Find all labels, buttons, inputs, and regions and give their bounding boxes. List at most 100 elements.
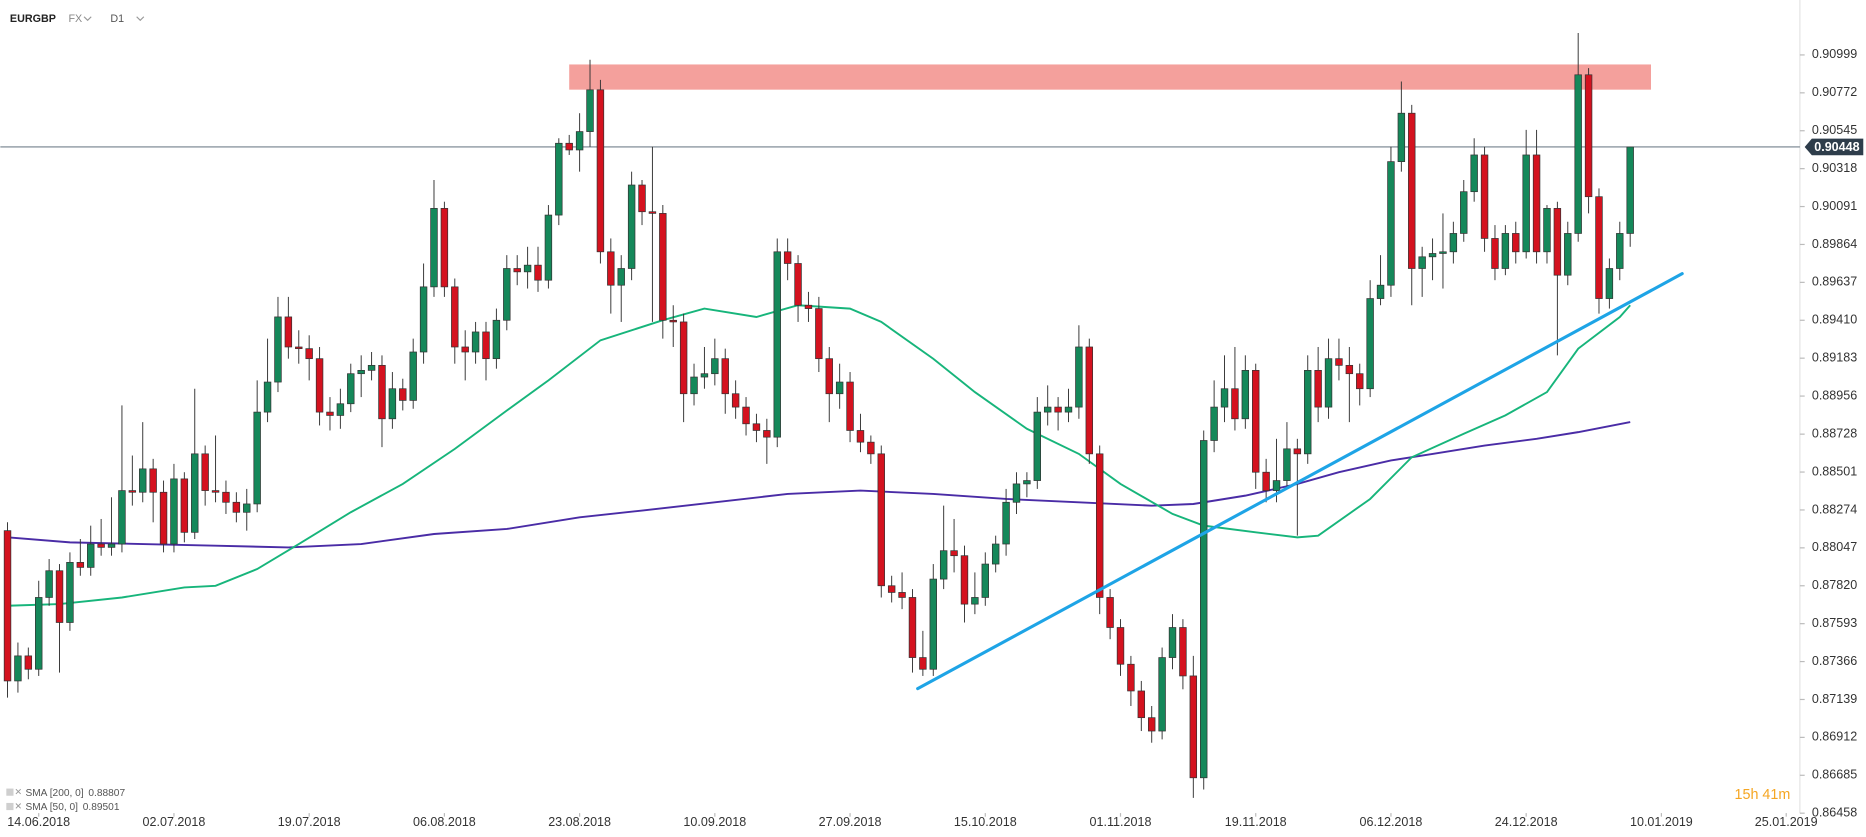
x-tick-label: 23.08.2018 (548, 815, 611, 829)
legend-name: SMA [200, 0] (25, 787, 83, 798)
candle-body (45, 570, 53, 598)
candle-body (971, 597, 979, 605)
symbol[interactable]: EURGBP (10, 13, 56, 25)
candle-body (399, 388, 407, 401)
candle-body (856, 430, 865, 443)
y-tick-label: 0.88728 (1812, 426, 1857, 440)
candle-body (97, 543, 105, 548)
candle-body (1168, 627, 1177, 658)
y-tick-label: 0.90318 (1812, 161, 1857, 175)
legend-name: SMA [50, 0] (25, 802, 78, 813)
candle-body (544, 214, 553, 281)
sma-line (7, 304, 1631, 607)
candle-body (825, 358, 833, 395)
candle-body (243, 503, 251, 513)
legend-close (15, 788, 22, 795)
legend-value: 0.88807 (88, 787, 125, 798)
market[interactable]: FX (68, 13, 82, 25)
candle-body (3, 530, 12, 682)
y-tick-label: 0.86685 (1812, 768, 1857, 782)
candle-body (139, 468, 147, 493)
legend-text: SMA [200, 0] 0.88807 (25, 787, 125, 798)
candle-body (128, 490, 137, 493)
candle-body (191, 453, 199, 533)
y-tick-label: 0.89410 (1812, 313, 1857, 327)
candle-body (627, 184, 636, 269)
candle-body (367, 364, 376, 371)
candle-body (1283, 448, 1291, 481)
candle-body (336, 403, 345, 416)
candle-body (596, 89, 605, 253)
candle-body (1449, 233, 1458, 253)
x-tick-label: 06.08.2018 (413, 815, 476, 829)
candle-body (1241, 370, 1250, 420)
candle-body (1106, 597, 1114, 628)
candle-body (877, 453, 885, 587)
candle-body (55, 570, 64, 623)
candle-body (253, 411, 261, 505)
candle-body (1179, 627, 1187, 677)
candle-body (180, 478, 189, 533)
candle-body (1564, 233, 1572, 276)
y-tick-label: 0.89637 (1812, 275, 1857, 289)
candle-body (1522, 154, 1530, 253)
candle-body (804, 304, 813, 309)
candle-body (1408, 112, 1416, 269)
candle-body (222, 491, 230, 503)
plot-area: 0.90999 0.90772 0.90545 0.90318 0.90091 0.898… (0, 33, 1864, 829)
candle-body (1023, 480, 1031, 485)
candle-body (981, 563, 989, 598)
y-tick-label: 0.87139 (1812, 692, 1857, 706)
candle-body (1148, 717, 1156, 732)
candle-body (1595, 196, 1603, 299)
candle-body (1335, 358, 1343, 366)
candle-body (659, 213, 667, 321)
candle-body (773, 251, 781, 438)
dropdown-caret (83, 16, 92, 22)
candle-body (1501, 233, 1510, 269)
countdown: 15h 41m (1735, 787, 1791, 803)
candle-body (440, 208, 449, 288)
candle-body (107, 543, 116, 548)
candle-body (731, 393, 740, 408)
x-tick-label: 24.12.2018 (1495, 815, 1558, 829)
candle-body (274, 316, 282, 383)
x-tick-label: 10.09.2018 (683, 815, 746, 829)
y-tick-label: 0.88274 (1812, 502, 1857, 516)
candle-body (430, 208, 438, 288)
candle-body (87, 543, 95, 568)
candle-body (752, 423, 761, 431)
x-tick-label: 25.01.2019 (1755, 815, 1818, 829)
candle-body (1491, 238, 1499, 269)
dropdown-caret (136, 16, 145, 22)
candle-body (451, 286, 459, 348)
candle-body (1460, 191, 1468, 234)
interval[interactable]: D1 (110, 13, 124, 25)
candle-body (1543, 208, 1551, 253)
candle-body (1262, 471, 1270, 491)
candle-body (1002, 501, 1010, 545)
y-tick-label: 0.87593 (1812, 616, 1857, 630)
candle-body (76, 562, 85, 568)
candle-body (690, 376, 698, 395)
trendline (916, 272, 1684, 691)
candle-body (419, 286, 428, 353)
x-tick-label: 10.01.2019 (1630, 815, 1693, 829)
x-tick-label: 14.06.2018 (7, 815, 70, 829)
candle-body (783, 251, 792, 264)
candle-body (1272, 480, 1281, 491)
candle-body (1304, 370, 1312, 455)
candle-body (295, 346, 303, 350)
candle-body (960, 555, 969, 605)
candle-body (586, 89, 594, 132)
candle-body (991, 543, 1000, 565)
legend-text: SMA [50, 0] 0.89501 (25, 802, 119, 813)
candle-body (1574, 74, 1582, 234)
candle-body (201, 453, 209, 491)
candle-body (118, 490, 126, 545)
candle-body (1252, 370, 1260, 473)
x-tick-label: 06.12.2018 (1360, 815, 1423, 829)
candle-body (1397, 112, 1406, 162)
